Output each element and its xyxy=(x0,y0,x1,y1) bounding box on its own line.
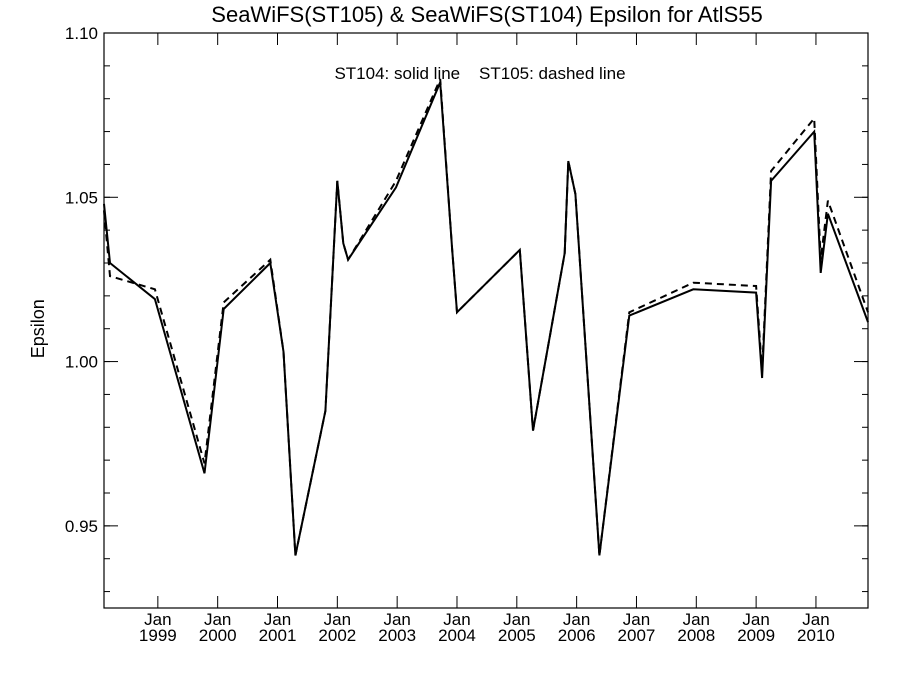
x-tick-label-year: 1999 xyxy=(139,626,177,645)
x-tick-label-year: 2007 xyxy=(618,626,656,645)
x-tick-label-month: Jan xyxy=(503,610,530,629)
x-tick-label-month: Jan xyxy=(742,610,769,629)
x-tick-label-month: Jan xyxy=(204,610,231,629)
x-tick-label-month: Jan xyxy=(683,610,710,629)
series-group xyxy=(103,78,869,556)
series-line-st105 xyxy=(103,78,869,556)
axis-tick-labels: 0.951.001.051.10Jan1999Jan2000Jan2001Jan… xyxy=(65,24,835,645)
plot-frame xyxy=(103,32,869,609)
y-tick-label: 1.10 xyxy=(65,24,98,43)
x-tick-label-year: 2000 xyxy=(199,626,237,645)
series-annotation: ST104: solid line ST105: dashed line xyxy=(334,64,625,83)
x-tick-label-month: Jan xyxy=(443,610,470,629)
x-tick-label-month: Jan xyxy=(264,610,291,629)
series-line-st104 xyxy=(103,81,869,556)
x-tick-label-year: 2009 xyxy=(737,626,775,645)
x-tick-label-year: 2010 xyxy=(797,626,835,645)
axis-ticks xyxy=(104,32,868,608)
x-tick-label-year: 2003 xyxy=(378,626,416,645)
x-tick-label-year: 2001 xyxy=(259,626,297,645)
x-tick-label-month: Jan xyxy=(324,610,351,629)
x-tick-label-month: Jan xyxy=(623,610,650,629)
y-tick-label: 1.00 xyxy=(65,353,98,372)
x-tick-label-year: 2006 xyxy=(558,626,596,645)
x-tick-label-year: 2005 xyxy=(498,626,536,645)
chart-title: SeaWiFS(ST105) & SeaWiFS(ST104) Epsilon … xyxy=(211,2,762,27)
y-tick-label: 0.95 xyxy=(65,517,98,536)
x-tick-label-month: Jan xyxy=(383,610,410,629)
x-tick-label-year: 2004 xyxy=(438,626,476,645)
y-axis-label: Epsilon xyxy=(28,299,48,358)
x-tick-label-month: Jan xyxy=(144,610,171,629)
x-tick-label-month: Jan xyxy=(563,610,590,629)
y-tick-label: 1.05 xyxy=(65,188,98,207)
x-tick-label-year: 2002 xyxy=(318,626,356,645)
x-tick-label-year: 2008 xyxy=(677,626,715,645)
x-tick-label-month: Jan xyxy=(802,610,829,629)
